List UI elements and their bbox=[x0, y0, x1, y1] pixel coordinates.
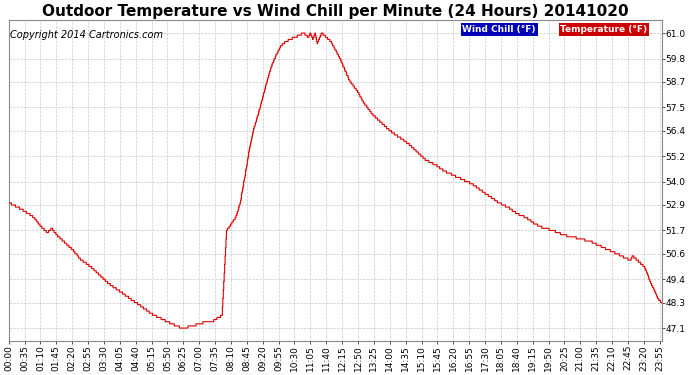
Title: Outdoor Temperature vs Wind Chill per Minute (24 Hours) 20141020: Outdoor Temperature vs Wind Chill per Mi… bbox=[42, 4, 629, 19]
Text: Wind Chill (°F): Wind Chill (°F) bbox=[462, 25, 536, 34]
Text: Copyright 2014 Cartronics.com: Copyright 2014 Cartronics.com bbox=[10, 30, 163, 40]
Text: Temperature (°F): Temperature (°F) bbox=[560, 25, 647, 34]
